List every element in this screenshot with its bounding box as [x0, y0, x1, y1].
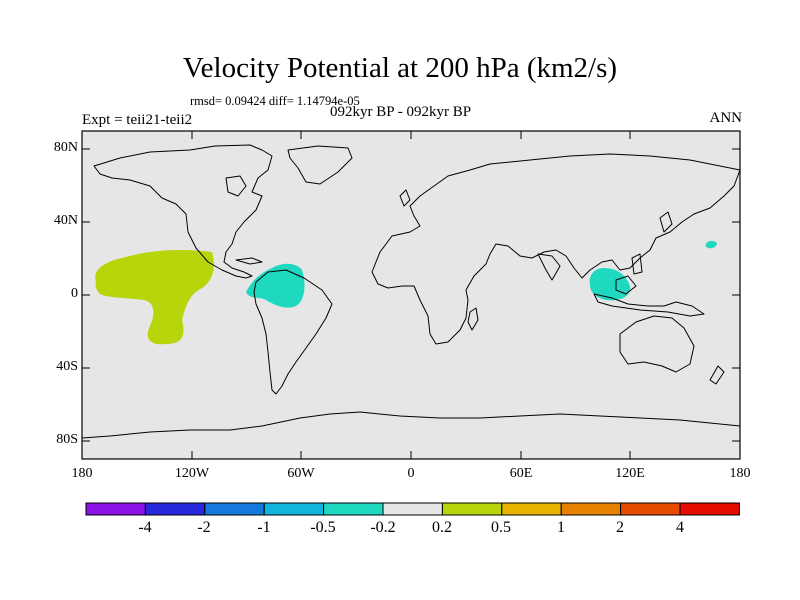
- lat-label-40n: 40N: [53, 213, 78, 228]
- borneo-coast: [615, 275, 637, 295]
- lon-label-180-west: 180: [71, 466, 93, 481]
- colorbar-swatch: [382, 502, 443, 516]
- colorbar-label: -0.2: [370, 519, 396, 536]
- colorbar-label: 4: [676, 519, 684, 536]
- australia-coast: [619, 315, 695, 373]
- colorbar-swatch: [441, 502, 503, 516]
- colorbar-label: -2: [197, 519, 211, 536]
- stats-line: rmsd= 0.09424 diff= 1.14794e-05: [190, 94, 360, 108]
- hudson-bay-coast: [225, 175, 247, 197]
- antarctica-coast: [81, 411, 741, 439]
- experiment-label: Expt = teii21-teii2: [82, 112, 193, 128]
- colorbar-label: -0.5: [310, 519, 336, 536]
- greenland-coast: [287, 145, 353, 185]
- indonesia-coast: [593, 293, 705, 317]
- colorbar-swatch: [323, 502, 384, 516]
- map-ticks: [81, 131, 741, 459]
- lat-label-40s: 40S: [56, 359, 78, 374]
- colorbar-label: 0.2: [432, 519, 452, 536]
- colorbar-swatch: [204, 502, 265, 516]
- colorbar-label: 1: [557, 519, 565, 536]
- eurasia-africa-coast: [371, 153, 741, 345]
- coastlines: [81, 144, 741, 439]
- colorbar-swatch: [144, 502, 206, 516]
- british-isles-coast: [399, 189, 411, 207]
- colorbar-label: -4: [138, 519, 152, 536]
- colorbar-swatch: [85, 502, 146, 516]
- colorbar-swatch: [620, 502, 681, 516]
- lon-label-180-east: 180: [729, 466, 751, 481]
- colorbar-label: 0.5: [491, 519, 511, 536]
- lon-label-120e: 120E: [615, 466, 645, 481]
- philippines-coast: [631, 253, 643, 275]
- lon-label-60w: 60W: [287, 466, 315, 481]
- colorbar-swatch: [263, 502, 325, 516]
- caribbean-coast: [235, 257, 263, 265]
- japan-coast: [659, 211, 673, 233]
- maritime-continent-negative-region: [589, 268, 631, 301]
- north-america-coast: [93, 144, 273, 279]
- madagascar-coast: [467, 307, 479, 331]
- colorbar-label: -1: [257, 519, 271, 536]
- season-label: ANN: [709, 110, 743, 126]
- west-pacific-negative-region: [705, 240, 717, 249]
- period-label: 092kyr BP - 092kyr BP: [330, 104, 472, 120]
- new-zealand-coast: [709, 365, 725, 385]
- lat-label-80n: 80N: [53, 140, 78, 155]
- colorbar-swatch: [501, 502, 562, 516]
- south-america-coast: [253, 269, 333, 395]
- map-title: Velocity Potential at 200 hPa (km2/s): [182, 52, 618, 84]
- lat-label-0: 0: [71, 286, 78, 301]
- lon-label-120w: 120W: [174, 466, 210, 481]
- lon-label-0: 0: [407, 466, 415, 481]
- lon-label-60e: 60E: [509, 466, 533, 481]
- tropical-south-america-negative-region: [246, 263, 305, 308]
- lat-label-80s: 80S: [56, 432, 78, 447]
- colorbar-swatch: [679, 502, 740, 516]
- central-pacific-positive-region: [95, 250, 214, 345]
- colorbar: [85, 502, 740, 516]
- colorbar-label: 2: [616, 519, 624, 536]
- colorbar-swatch: [560, 502, 622, 516]
- india-coast: [537, 253, 561, 281]
